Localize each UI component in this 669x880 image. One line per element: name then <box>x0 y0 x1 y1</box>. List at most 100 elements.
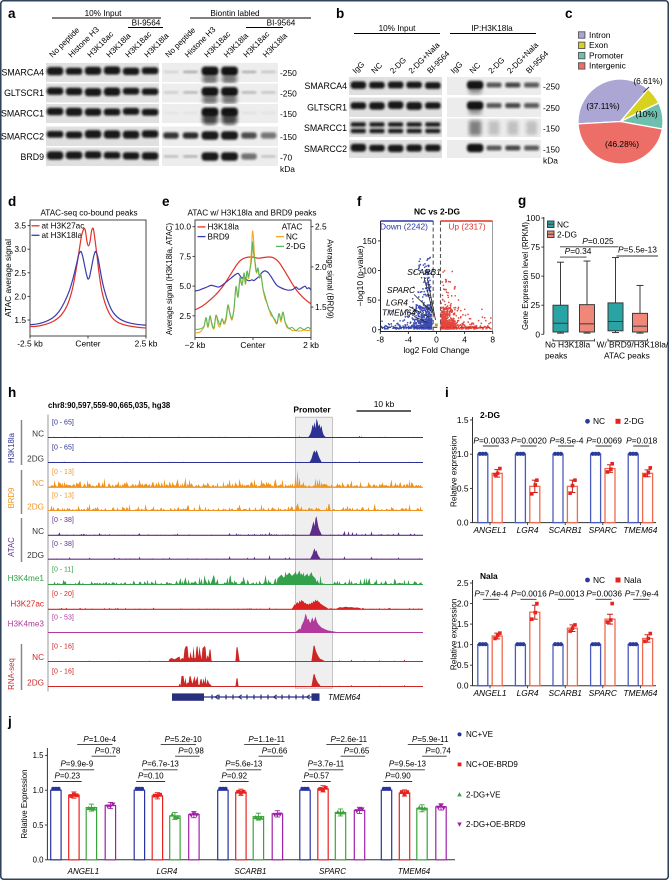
svg-text:P=8.5e-4: P=8.5e-4 <box>550 435 584 445</box>
svg-text:P=0.98: P=0.98 <box>178 747 204 756</box>
svg-text:2DG: 2DG <box>27 455 44 464</box>
svg-text:5.0: 5.0 <box>179 281 191 291</box>
svg-text:H3K4me3: H3K4me3 <box>8 620 45 629</box>
svg-text:P=1.0e-4: P=1.0e-4 <box>83 735 116 744</box>
svg-text:Biontin labled: Biontin labled <box>210 9 260 18</box>
svg-text:[0 - 13]: [0 - 13] <box>52 492 74 499</box>
svg-text:Relative expression: Relative expression <box>450 435 459 507</box>
svg-text:2 kb: 2 kb <box>303 340 319 350</box>
svg-text:(6.61%): (6.61%) <box>633 76 663 86</box>
svg-text:BRD9: BRD9 <box>7 488 16 509</box>
svg-text:P=0.34: P=0.34 <box>565 246 592 256</box>
svg-text:2DG: 2DG <box>27 551 44 560</box>
svg-text:0.0: 0.0 <box>457 681 469 691</box>
svg-text:NC: NC <box>32 430 44 439</box>
svg-text:ANGEL1: ANGEL1 <box>472 688 506 698</box>
svg-text:1.5: 1.5 <box>457 415 469 425</box>
svg-text:P=6.7e-13: P=6.7e-13 <box>142 760 180 769</box>
svg-text:SMARCC1: SMARCC1 <box>304 123 347 133</box>
svg-text:j: j <box>7 714 12 729</box>
svg-text:Gene Expression level (RPKM): Gene Expression level (RPKM) <box>521 222 530 330</box>
svg-text:ATAC: ATAC <box>282 223 303 232</box>
svg-text:LGR4: LGR4 <box>156 867 177 876</box>
svg-text:[0 - 16]: [0 - 16] <box>52 643 74 650</box>
svg-text:ATAC-seq co-bound peaks: ATAC-seq co-bound peaks <box>40 209 137 218</box>
svg-text:H3K18la: H3K18la <box>208 223 240 232</box>
svg-text:-150: -150 <box>280 132 297 142</box>
svg-text:SPARC: SPARC <box>589 525 618 535</box>
svg-text:75: 75 <box>531 242 541 252</box>
svg-text:ATAC w/ H3K18la and BRD9 peak: ATAC w/ H3K18la and BRD9 peaks <box>188 209 317 218</box>
svg-text:[0 - 13]: [0 - 13] <box>52 469 74 476</box>
svg-text:[0 - 38]: [0 - 38] <box>52 541 74 548</box>
svg-text:-4: -4 <box>405 335 413 345</box>
svg-text:P=9.9e-9: P=9.9e-9 <box>60 760 93 769</box>
svg-text:peaks: peaks <box>545 351 567 361</box>
svg-text:LGR4: LGR4 <box>386 298 408 308</box>
svg-text:SMARCA4: SMARCA4 <box>304 81 347 91</box>
svg-text:1.5: 1.5 <box>33 751 45 760</box>
svg-text:ATAC: ATAC <box>7 537 16 557</box>
svg-text:1.5: 1.5 <box>315 302 327 312</box>
svg-text:P=5.5e-13: P=5.5e-13 <box>618 245 657 255</box>
svg-text:P=0.66: P=0.66 <box>262 747 288 756</box>
svg-text:SPARC: SPARC <box>589 688 618 698</box>
svg-text:SCARB1: SCARB1 <box>548 688 582 698</box>
svg-text:2.5: 2.5 <box>457 578 469 588</box>
svg-text:TMEM64: TMEM64 <box>623 688 657 698</box>
svg-text:SMARCC2: SMARCC2 <box>304 144 347 154</box>
svg-text:d: d <box>8 194 16 209</box>
svg-text:0: 0 <box>535 329 540 339</box>
svg-text:8: 8 <box>490 335 495 345</box>
svg-text:SMARCC2: SMARCC2 <box>1 131 44 141</box>
svg-text:[0 - 11]: [0 - 11] <box>52 566 73 573</box>
svg-text:P=7.4e-4: P=7.4e-4 <box>474 589 508 599</box>
svg-text:BRD9: BRD9 <box>208 232 230 241</box>
svg-text:2DG: 2DG <box>27 679 44 688</box>
svg-text:NC: NC <box>286 232 298 241</box>
svg-text:SPARC: SPARC <box>319 867 346 876</box>
svg-text:0: 0 <box>434 335 439 345</box>
svg-text:SPARC: SPARC <box>387 285 416 295</box>
svg-text:Nala: Nala <box>624 575 642 585</box>
svg-text:−log10 (p-value): −log10 (p-value) <box>355 245 365 306</box>
svg-text:g: g <box>518 193 526 208</box>
svg-text:2.0: 2.0 <box>457 599 469 609</box>
svg-text:-250: -250 <box>280 68 297 78</box>
svg-text:Up (2317): Up (2317) <box>448 222 485 232</box>
svg-text:2-DG: 2-DG <box>286 242 306 251</box>
svg-text:150: 150 <box>363 236 377 246</box>
svg-text:at H3K27ac: at H3K27ac <box>42 222 85 231</box>
svg-text:NC vs 2-DG: NC vs 2-DG <box>414 207 460 217</box>
svg-text:(37.11%): (37.11%) <box>586 101 620 111</box>
svg-text:0.5: 0.5 <box>33 821 45 830</box>
svg-text:P=9.5e-13: P=9.5e-13 <box>389 760 427 769</box>
svg-text:BRD9: BRD9 <box>21 152 45 162</box>
svg-text:10% Input: 10% Input <box>85 9 123 18</box>
svg-text:Center: Center <box>75 339 100 349</box>
svg-text:Exon: Exon <box>589 40 608 50</box>
svg-text:0.0: 0.0 <box>33 856 45 865</box>
svg-text:P=0.57: P=0.57 <box>304 771 330 780</box>
svg-text:NC: NC <box>32 527 44 536</box>
svg-text:-8: -8 <box>377 335 385 345</box>
svg-text:P=0.78: P=0.78 <box>95 747 121 756</box>
svg-text:P=0.018: P=0.018 <box>626 435 658 445</box>
svg-text:ANGEL1: ANGEL1 <box>472 525 506 535</box>
svg-text:P=5.6e-13: P=5.6e-13 <box>225 760 263 769</box>
svg-text:log2 Fold Change: log2 Fold Change <box>403 345 469 355</box>
svg-text:SCARB1: SCARB1 <box>234 867 266 876</box>
svg-text:P=0.23: P=0.23 <box>55 771 81 780</box>
svg-text:2.5: 2.5 <box>315 222 327 232</box>
svg-text:Average signal (H3K18la, ATAC): Average signal (H3K18la, ATAC) <box>165 222 174 335</box>
svg-text:ATAC peaks: ATAC peaks <box>604 351 650 361</box>
svg-text:−2 kb: −2 kb <box>185 340 206 350</box>
svg-text:kDa: kDa <box>543 156 558 166</box>
svg-text:Down (2242): Down (2242) <box>380 222 428 232</box>
svg-text:W/ BRD9/H3K18la/: W/ BRD9/H3K18la/ <box>597 340 669 350</box>
svg-text:BI-9564: BI-9564 <box>267 19 296 28</box>
svg-text:2-DG: 2-DG <box>480 410 500 420</box>
svg-text:h: h <box>8 385 16 400</box>
svg-text:NC: NC <box>557 219 569 229</box>
svg-text:100: 100 <box>363 266 377 276</box>
